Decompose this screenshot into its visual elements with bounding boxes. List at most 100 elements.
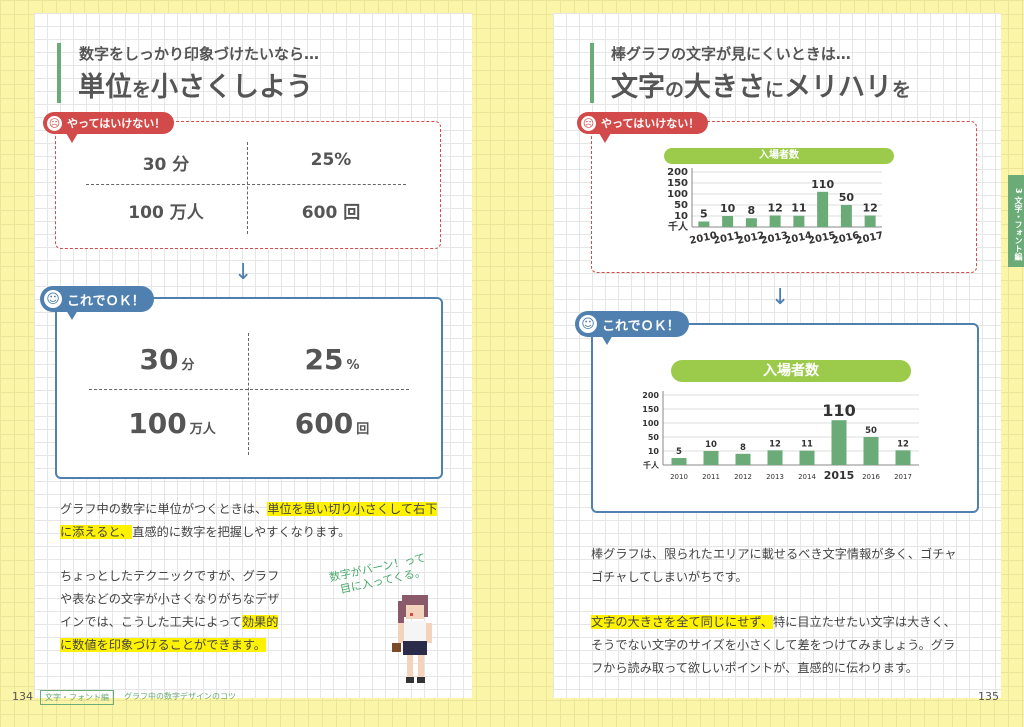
bar xyxy=(671,458,687,465)
smile-face-icon: ☺ xyxy=(579,315,597,333)
y-unit-label: 千人 xyxy=(668,220,689,233)
down-arrow-icon: ↓ xyxy=(234,260,253,285)
y-tick-label: 100 xyxy=(667,189,688,200)
down-arrow-icon: ↓ xyxy=(771,285,790,310)
y-tick-label: 150 xyxy=(667,178,688,189)
x-tick-label: 2012 xyxy=(734,473,752,481)
data-label: 12 xyxy=(767,201,782,214)
bar xyxy=(895,450,911,465)
bad-bar-chart: 2001501005010千人5201010201182012122013112… xyxy=(667,167,885,247)
bar xyxy=(793,215,805,227)
data-label: 11 xyxy=(791,202,806,215)
good-chart-box: 入場者数 200 150 100 50 10 千人 5 2010 10 2011 8 2012 12 20… xyxy=(591,323,979,513)
bar xyxy=(722,216,734,227)
smile-face-icon: ☺ xyxy=(44,290,62,308)
x-tick-label: 2017 xyxy=(894,473,912,481)
y-tick-label: 200 xyxy=(667,167,688,178)
good-chart-title: 入場者数 xyxy=(671,360,911,382)
good-badge-tail xyxy=(601,335,613,345)
divider-vertical xyxy=(248,333,249,455)
right-page: 棒グラフの文字が見にくいときは… 文字の大きさにメリハリを 入場者数 200 15… xyxy=(553,13,1001,703)
y-unit-label: 千人 xyxy=(643,460,660,470)
good-example-box: 30 分 25% 100 万人 600 回 xyxy=(55,297,443,479)
divider-vertical xyxy=(247,142,248,234)
chapter-side-tab: 3 文字・フォント編 xyxy=(1008,175,1024,267)
data-label: 10 xyxy=(705,440,717,450)
x-tick-label: 2017 xyxy=(855,230,885,247)
data-label: 11 xyxy=(801,440,813,450)
data-label: 110 xyxy=(811,178,834,191)
right-subtitle: 棒グラフの文字が見にくいときは… xyxy=(611,45,851,63)
good-bar-chart: 200 150 100 50 10 千人 5 2010 10 2011 8 2012 12 2013 11 2… xyxy=(642,391,919,482)
y-tick-label: 50 xyxy=(648,433,660,442)
data-label: 12 xyxy=(769,439,781,449)
bar xyxy=(769,215,781,227)
data-label: 110 xyxy=(822,401,855,420)
divider-horizontal xyxy=(86,184,406,185)
left-subtitle: 数字をしっかり印象づけたいなら… xyxy=(79,45,320,63)
y-tick-label: 150 xyxy=(642,405,659,414)
right-paragraph-1: 棒グラフは、限られたエリアに載せるべき文字情報が多く、ゴチャ ゴチャしてしまいが… xyxy=(591,547,957,584)
bar xyxy=(863,437,879,465)
bad-cell-3: 100 万人 xyxy=(128,203,204,223)
divider-horizontal xyxy=(89,389,409,390)
bad-chart-box: 入場者数 200 150 100 50 10 千人 5 2010 10 2011 8 2012 12 20… xyxy=(591,121,977,273)
bar xyxy=(767,450,783,465)
good-badge-tail xyxy=(66,310,78,320)
page-number-right: 135 xyxy=(978,690,999,703)
y-tick-label: 10 xyxy=(674,211,688,222)
x-tick-label: 2013 xyxy=(766,473,784,481)
good-cell-4: 600 回 xyxy=(294,407,370,440)
x-tick-label: 2014 xyxy=(798,473,816,481)
bad-badge-tail xyxy=(599,133,611,143)
x-tick-label: 2010 xyxy=(670,473,688,481)
bad-badge: ☹ やってはいけない！ xyxy=(43,112,175,134)
good-cell-3: 100 万人 xyxy=(128,407,216,440)
bad-example-box: 30 分 25% 100 万人 600 回 xyxy=(55,121,441,249)
y-tick-label: 10 xyxy=(648,447,660,456)
data-label: 5 xyxy=(676,447,682,457)
right-title: 文字の大きさにメリハリを xyxy=(611,72,912,103)
x-tick-label: 2016 xyxy=(862,473,880,481)
bar xyxy=(840,205,852,227)
left-page: 数字をしっかり印象づけたいなら… 単位を小さくしよう 30 分 25% 100 … xyxy=(12,13,472,705)
sad-face-icon: ☹ xyxy=(47,115,62,131)
bar xyxy=(831,420,847,465)
chapter-title-left: グラフ中の数字デザインのコツ xyxy=(124,692,236,701)
bad-chart-title: 入場者数 xyxy=(664,148,894,164)
y-tick-label: 200 xyxy=(642,391,659,400)
pixel-character-illustration xyxy=(392,595,432,683)
title-accent-bar xyxy=(590,43,594,103)
data-label: 5 xyxy=(700,208,708,221)
good-badge: ☺ これでＯＫ！ xyxy=(40,286,154,312)
bad-badge-tail xyxy=(66,133,78,143)
data-label: 8 xyxy=(748,204,756,217)
page-number-left: 134 xyxy=(12,690,33,703)
left-title: 単位を小さくしよう xyxy=(78,72,314,103)
good-badge: ☺ これでＯＫ！ xyxy=(575,311,689,337)
data-label: 10 xyxy=(720,202,736,215)
data-label: 8 xyxy=(740,443,746,453)
bar xyxy=(864,215,876,227)
bar xyxy=(799,450,815,465)
left-paragraph-1: グラフ中の数字に単位がつくときは、単位を思い切り小さくして右下 に添えると、直感… xyxy=(60,502,438,539)
good-cell-2: 25% xyxy=(304,343,360,376)
good-cell-1: 30 分 xyxy=(139,343,195,376)
bar xyxy=(817,191,829,227)
x-tick-label: 2015 xyxy=(824,469,855,482)
bar xyxy=(703,451,719,465)
x-tick-label: 2011 xyxy=(702,473,720,481)
title-accent-bar xyxy=(57,43,61,103)
data-label: 50 xyxy=(865,426,877,436)
bad-badge: ☹ やってはいけない！ xyxy=(577,112,709,134)
bad-cell-2: 25% xyxy=(310,150,352,170)
y-tick-label: 50 xyxy=(674,200,688,211)
bar xyxy=(735,453,751,465)
left-paragraph-2: ちょっとしたテクニックですが、グラフ や表などの文字が小さくなりがちなデザ イン… xyxy=(60,569,280,652)
chapter-tab-left: 文字・フォント編 xyxy=(40,690,114,705)
data-label: 12 xyxy=(897,439,909,449)
sad-face-icon: ☹ xyxy=(581,115,596,131)
right-paragraph-2: 文字の大きさを全て同じにせず、特に目立たせたい文字は大きく、 そうでない文字のサ… xyxy=(591,615,956,675)
y-tick-label: 100 xyxy=(642,419,659,428)
bar xyxy=(698,221,710,227)
